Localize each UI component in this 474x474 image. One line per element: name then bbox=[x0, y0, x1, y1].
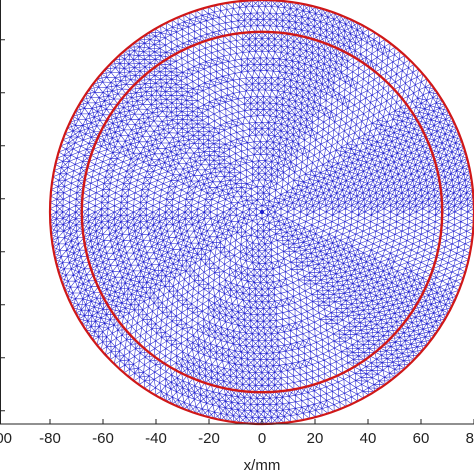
mesh-center-node bbox=[259, 209, 265, 215]
x-tick-label: 80 bbox=[466, 430, 474, 447]
inner-boundary-circle bbox=[80, 30, 444, 394]
x-tick-label: 20 bbox=[307, 430, 324, 447]
triangular-mesh bbox=[49, 0, 474, 425]
x-axis-label: x/mm bbox=[244, 457, 281, 474]
x-tick-label: -40 bbox=[145, 430, 167, 447]
x-ticks: -100 -80 -60 -40 -20 0 20 40 60 80 bbox=[0, 419, 474, 447]
x-tick-label: -80 bbox=[39, 430, 61, 447]
x-tick-label: 0 bbox=[258, 430, 266, 447]
x-tick-label: 40 bbox=[360, 430, 377, 447]
x-tick-label: -60 bbox=[92, 430, 114, 447]
x-tick-label: 60 bbox=[413, 430, 430, 447]
axes bbox=[0, 0, 474, 425]
mesh-edges bbox=[49, 0, 474, 425]
y-ticks bbox=[0, 39, 5, 412]
x-tick-label: -100 bbox=[0, 430, 12, 447]
x-tick-label: -20 bbox=[198, 430, 220, 447]
